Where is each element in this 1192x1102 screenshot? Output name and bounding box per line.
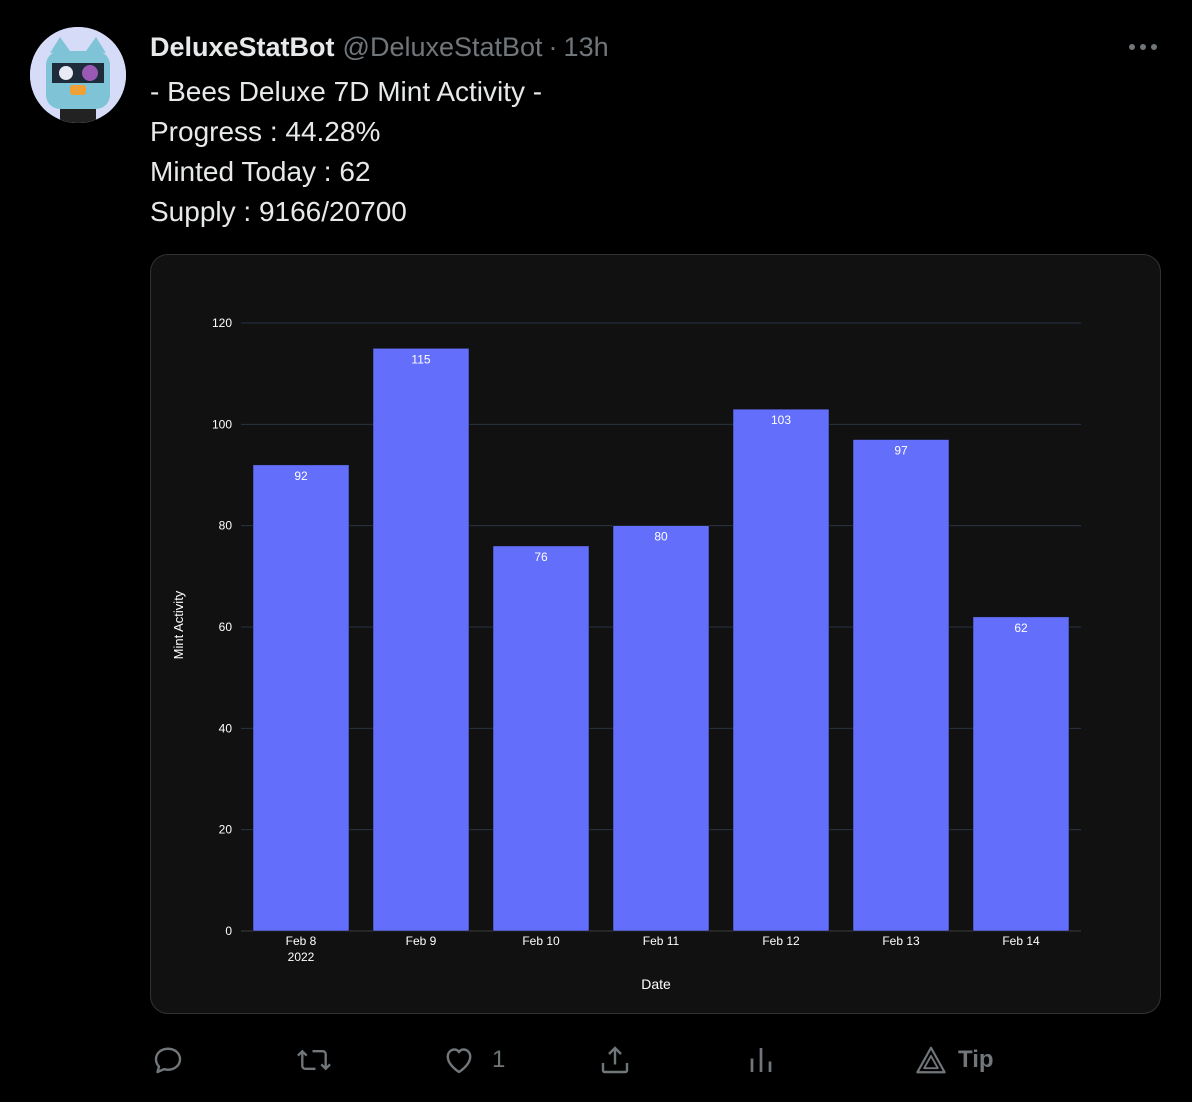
analytics-icon <box>750 1048 772 1072</box>
bar[interactable] <box>972 616 1070 932</box>
tweet-actions: 1 Tip <box>150 1036 1030 1084</box>
bar-data-label: 115 <box>411 352 430 366</box>
bar-data-label: 97 <box>894 444 908 458</box>
x-tick-label: Feb 13 <box>882 934 920 948</box>
x-tick-label: Feb 9 <box>406 934 437 948</box>
tweet-time[interactable]: 13h <box>563 31 609 62</box>
y-tick-label: 100 <box>212 417 232 431</box>
x-tick-label: Feb 8 <box>286 934 317 948</box>
bar[interactable] <box>372 348 470 932</box>
retweet-icon <box>297 1049 331 1071</box>
tweet-text: - Bees Deluxe 7D Mint Activity - Progres… <box>150 72 542 232</box>
like-button[interactable]: 1 <box>440 1036 505 1084</box>
tip-icon <box>916 1046 946 1074</box>
x-tick-label: Feb 12 <box>762 934 800 948</box>
bar[interactable] <box>492 545 590 932</box>
y-tick-label: 80 <box>219 519 233 533</box>
y-tick-label: 60 <box>219 620 233 634</box>
like-icon <box>446 1048 472 1074</box>
y-axis-title: Mint Activity <box>171 590 186 659</box>
tweet-line-minted-today: Minted Today : 62 <box>150 156 371 187</box>
bar[interactable] <box>852 439 950 932</box>
more-icon <box>1129 44 1157 50</box>
tweet-header: DeluxeStatBot @DeluxeStatBot · 13h <box>150 30 609 64</box>
tip-label: Tip <box>958 1046 994 1073</box>
chart-bars <box>252 348 1070 932</box>
bar-data-label: 76 <box>534 550 548 564</box>
y-tick-label: 40 <box>219 721 233 735</box>
x-tick-label: Feb 11 <box>643 934 680 948</box>
bar-chart: 0 20 40 60 80 100 120 92 Feb 8 2022 115 Feb 9 76 Feb … <box>171 316 1081 992</box>
like-count: 1 <box>492 1046 506 1073</box>
x-tick-label: Feb 10 <box>522 934 560 948</box>
bar[interactable] <box>732 408 830 932</box>
x-tick-year-label: 2022 <box>288 950 315 964</box>
analytics-button[interactable] <box>746 1036 776 1084</box>
user-handle[interactable]: @DeluxeStatBot <box>342 31 543 62</box>
retweet-button[interactable] <box>295 1036 333 1084</box>
chart-labels: 0 20 40 60 80 100 120 92 Feb 8 2022 115 Feb 9 76 Feb … <box>212 316 1040 964</box>
bar-data-label: 92 <box>294 469 308 483</box>
x-tick-label: Feb 14 <box>1002 934 1040 948</box>
share-button[interactable] <box>596 1036 634 1084</box>
avatar[interactable] <box>30 27 126 123</box>
bar-data-label: 103 <box>771 413 791 427</box>
more-options-button[interactable] <box>1120 30 1166 64</box>
reply-icon <box>154 1047 182 1074</box>
tip-button[interactable]: Tip <box>914 1036 994 1084</box>
bar[interactable] <box>612 525 710 932</box>
x-axis-title: Date <box>641 976 671 992</box>
bar[interactable] <box>252 464 350 932</box>
bar-data-label: 80 <box>654 530 668 544</box>
header-separator: · <box>548 31 558 62</box>
tweet-line-supply: Supply : 9166/20700 <box>150 196 407 227</box>
bar-data-label: 62 <box>1014 621 1028 635</box>
tweet-line-progress: Progress : 44.28% <box>150 116 381 147</box>
chart-image-card[interactable]: 0 20 40 60 80 100 120 92 Feb 8 2022 115 Feb 9 76 Feb … <box>150 254 1161 1014</box>
y-tick-label: 120 <box>212 316 232 330</box>
avatar-image <box>30 27 126 123</box>
y-tick-label: 20 <box>219 823 233 837</box>
y-tick-label: 0 <box>225 924 232 938</box>
reply-button[interactable] <box>150 1036 186 1084</box>
share-icon <box>601 1046 629 1074</box>
tweet-line-title: - Bees Deluxe 7D Mint Activity - <box>150 76 543 107</box>
display-name[interactable]: DeluxeStatBot <box>150 31 335 62</box>
